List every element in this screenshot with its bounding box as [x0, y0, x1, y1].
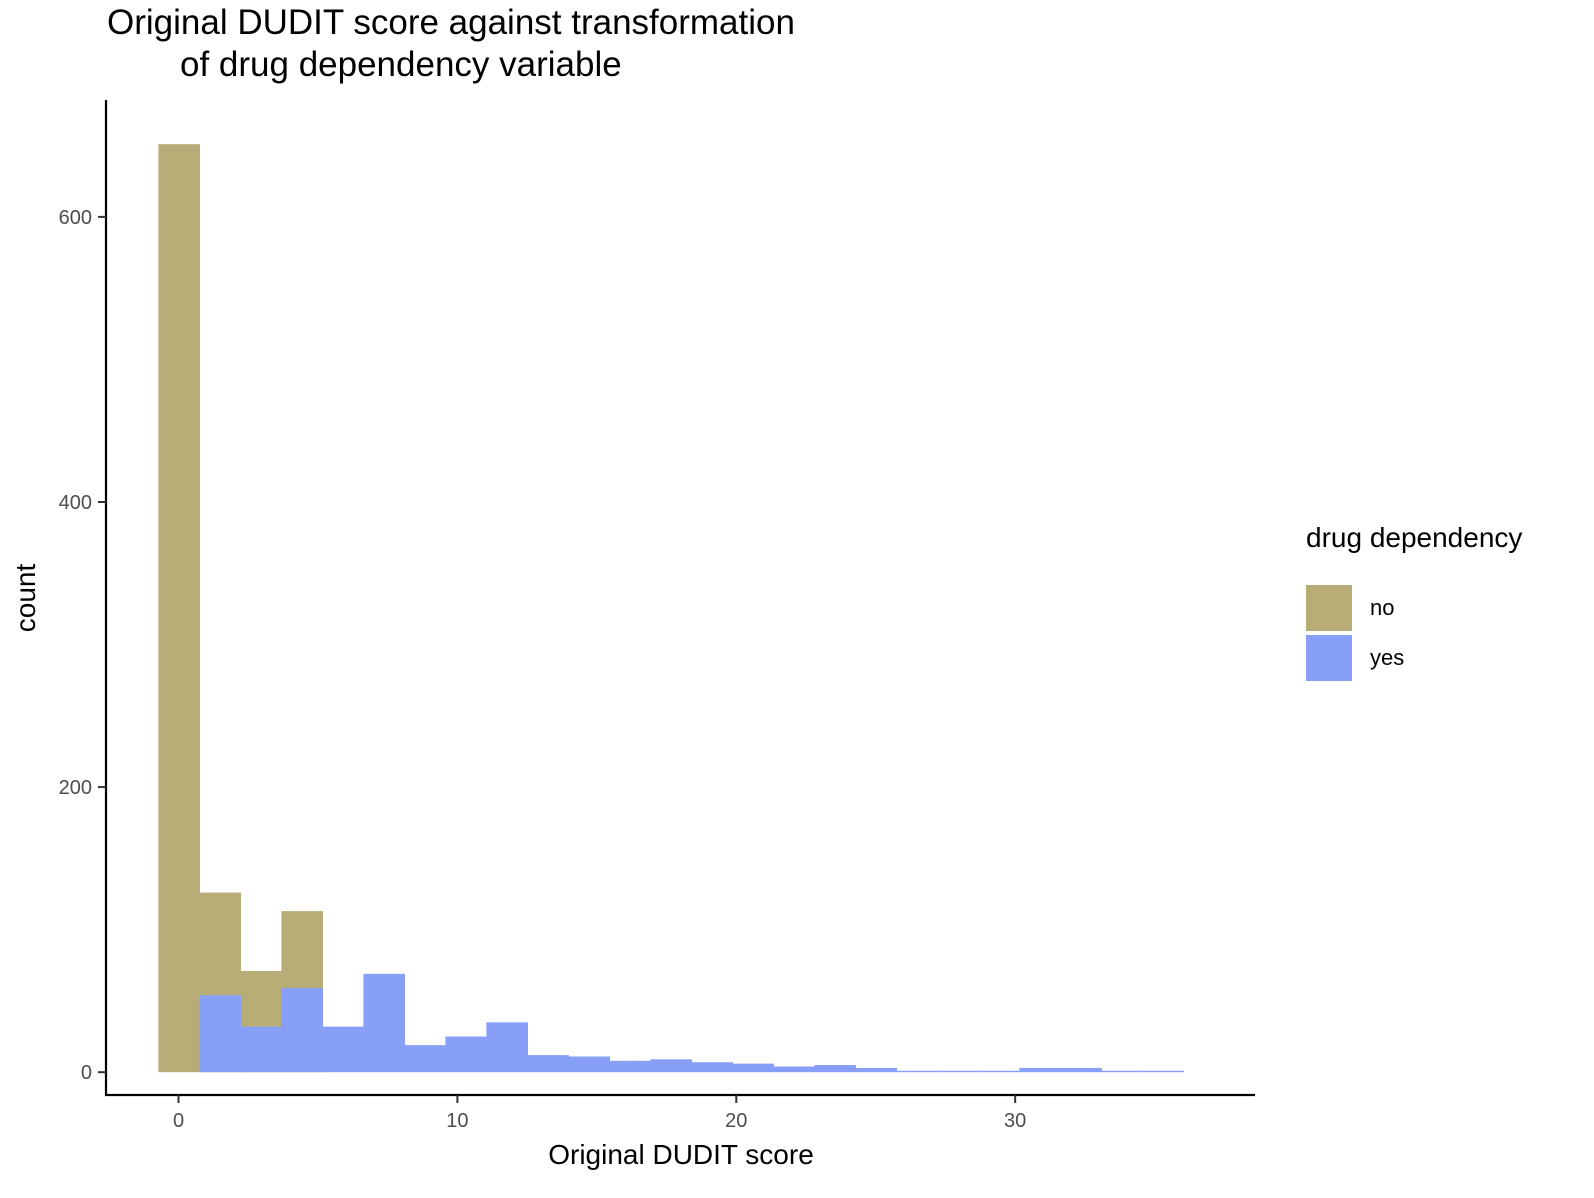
- x-tick-label-10: 10: [446, 1110, 468, 1132]
- x-tick-label-30: 30: [1004, 1110, 1026, 1132]
- bars-layer: [158, 144, 1184, 1073]
- bar-yes-7: [486, 1022, 528, 1073]
- bar-yes-6: [445, 1036, 487, 1073]
- bar-yes-17: [896, 1070, 938, 1073]
- legend-label-yes: yes: [1370, 645, 1405, 670]
- bar-yes-18: [937, 1070, 979, 1073]
- y-tick-label-0: 0: [81, 1062, 92, 1084]
- x-tick-label-0: 0: [173, 1110, 184, 1132]
- y-tick-label-200: 200: [59, 777, 92, 799]
- chart-title-line-1: Original DUDIT score against transformat…: [107, 3, 795, 42]
- bar-yes-12: [691, 1062, 733, 1073]
- bar-yes-22: [1101, 1070, 1143, 1073]
- y-tick-label-400: 400: [59, 492, 92, 514]
- y-axis-title: count: [10, 564, 41, 633]
- bar-yes-1: [240, 1026, 283, 1073]
- bar-yes-8: [527, 1055, 569, 1073]
- bar-yes-5: [404, 1045, 447, 1073]
- bar-yes-3: [322, 1026, 365, 1073]
- bar-yes-9: [568, 1056, 610, 1073]
- bar-yes-16: [855, 1067, 897, 1073]
- bar-yes-23: [1142, 1070, 1184, 1073]
- bar-yes-20: [1019, 1067, 1061, 1073]
- bar-yes-0: [199, 995, 242, 1073]
- bar-yes-4: [363, 973, 406, 1073]
- axes-layer: 0 200 400 600 0 10 20 30: [59, 100, 1255, 1132]
- bar-yes-2: [281, 988, 324, 1073]
- legend-item-yes: yes: [1306, 635, 1404, 681]
- bar-yes-15: [814, 1065, 856, 1073]
- bar-yes-14: [773, 1066, 815, 1073]
- legend-swatch-yes: [1306, 635, 1352, 681]
- x-axis-title: Original DUDIT score: [548, 1139, 814, 1170]
- bar-yes-11: [650, 1059, 692, 1073]
- legend-title: drug dependency: [1306, 522, 1523, 553]
- bar-yes-21: [1060, 1067, 1102, 1073]
- legend-item-no: no: [1306, 585, 1394, 631]
- bar-yes-19: [978, 1070, 1020, 1073]
- legend-swatch-no: [1306, 585, 1352, 631]
- x-tick-label-20: 20: [725, 1110, 747, 1132]
- legend-label-no: no: [1370, 595, 1395, 620]
- bar-yes-10: [609, 1060, 651, 1073]
- chart-title-line-2: of drug dependency variable: [180, 45, 622, 84]
- bar-yes-13: [732, 1063, 774, 1073]
- bar-no-0: [158, 144, 201, 1073]
- y-tick-label-600: 600: [59, 207, 92, 229]
